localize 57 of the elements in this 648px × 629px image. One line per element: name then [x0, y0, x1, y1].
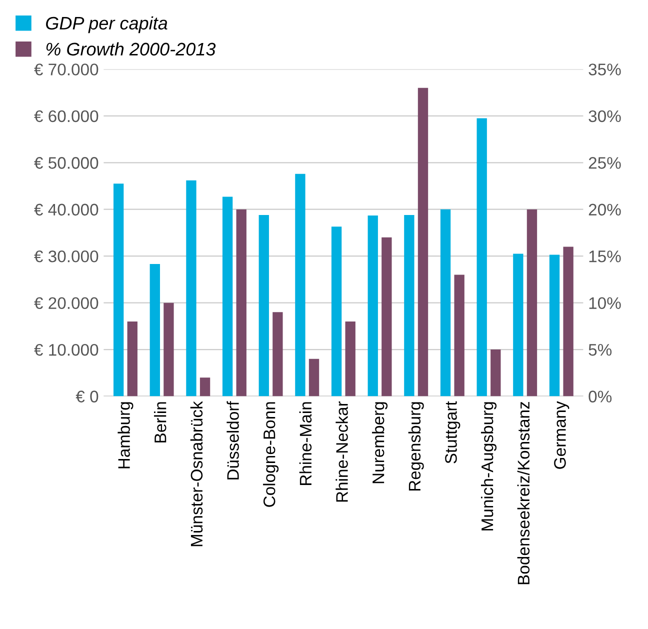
- bar: [272, 312, 283, 396]
- bar: [127, 322, 138, 396]
- bar: [418, 88, 428, 396]
- y-tick-label: € 30.000: [34, 250, 98, 262]
- x-tick-label: Düsseldorf: [226, 401, 239, 480]
- bar: [404, 214, 414, 396]
- y2-tick-label: 30%: [588, 110, 621, 122]
- x-tick-label: Nuremberg: [372, 402, 388, 484]
- y2-tick-label: 25%: [588, 157, 621, 169]
- bar: [526, 209, 538, 396]
- x-tick-label: Münster-Osnabrück: [190, 401, 203, 546]
- bar: [295, 174, 306, 396]
- y2-tick-label: 5%: [588, 344, 612, 356]
- x-tick-label: Bodenseekreiz/Konstanz: [517, 402, 530, 584]
- x-tick-label: Rhine-Main: [299, 402, 312, 485]
- y2-tick-label: 20%: [588, 204, 621, 216]
- y2-tick-label: 35%: [588, 64, 621, 76]
- y-tick-label: € 60.000: [34, 110, 98, 122]
- bar: [200, 378, 210, 396]
- bar: [440, 209, 451, 396]
- x-tick-label: Regensburg: [408, 402, 424, 491]
- bar: [549, 254, 560, 396]
- y2-tick-label: 15%: [589, 250, 621, 262]
- bar: [308, 358, 320, 396]
- x-tick-label: Munich-Augsburg: [480, 402, 497, 530]
- bar: [236, 209, 246, 396]
- y-tick-label: € 0: [76, 390, 98, 402]
- y-tick-label: € 20.000: [34, 297, 98, 310]
- bar: [113, 184, 124, 396]
- bar: [476, 118, 487, 396]
- x-tick-label: Berlin: [154, 402, 166, 442]
- bar: [513, 254, 524, 396]
- bar: [258, 214, 269, 396]
- x-tick-label: Germany: [554, 401, 570, 469]
- bar: [454, 274, 464, 396]
- bar: [382, 237, 392, 396]
- x-tick-label: Cologne-Bonn: [263, 402, 279, 507]
- y-tick-label: € 10.000: [34, 344, 98, 356]
- y-tick-label: € 50.000: [34, 157, 98, 169]
- x-tick-label: Stuttgart: [445, 401, 460, 464]
- bar: [345, 322, 356, 396]
- bar: [368, 215, 378, 396]
- bar: [331, 226, 342, 396]
- bar: [164, 302, 174, 396]
- y-tick-label: € 40.000: [34, 204, 98, 216]
- bar: [186, 180, 196, 396]
- x-tick-label: Hamburg: [118, 402, 134, 468]
- bar: [563, 246, 574, 396]
- legend-label: % Growth 2000-2013: [46, 42, 216, 56]
- y2-tick-label: 10%: [589, 297, 621, 310]
- bar: [150, 264, 160, 396]
- y2-tick-label: 0%: [588, 390, 612, 402]
- y-tick-label: € 70.000: [34, 64, 98, 76]
- bar: [490, 350, 501, 396]
- x-tick-label: Rhine-Neckar: [336, 401, 348, 502]
- legend-label: GDP per capita: [46, 16, 168, 34]
- bar: [222, 196, 233, 396]
